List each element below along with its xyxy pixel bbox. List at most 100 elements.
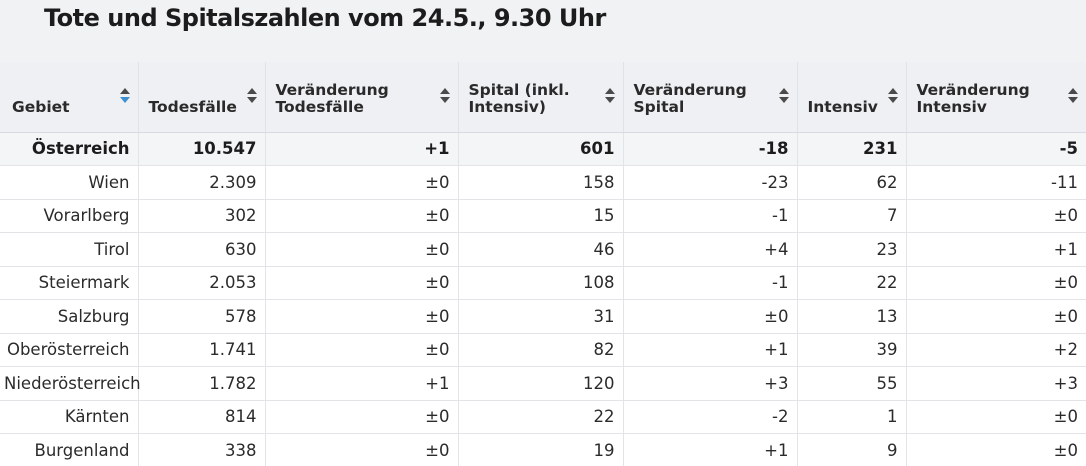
table-header-row: Gebiet Todesfälle Veränderung Todesfälle Sp… <box>0 62 1086 133</box>
cell-spital: 15 <box>457 199 623 233</box>
cell-veraenderung-todesfaelle: ±0 <box>264 299 458 334</box>
cell-veraenderung-intensiv: -5 <box>905 132 1086 166</box>
cell-veraenderung-todesfaelle: ±0 <box>264 165 458 200</box>
column-header-label: Veränderung Spital <box>633 80 747 116</box>
cell-todesfaelle: 338 <box>137 433 265 466</box>
cell-todesfaelle: 302 <box>137 199 265 233</box>
cell-veraenderung-intensiv: -11 <box>905 165 1086 200</box>
cell-intensiv: 13 <box>796 299 906 334</box>
data-table: Gebiet Todesfälle Veränderung Todesfälle Sp… <box>0 62 1086 466</box>
table-row: Burgenland 338 ±0 19 +1 9 ±0 <box>0 433 1086 466</box>
cell-veraenderung-spital: +1 <box>622 333 797 367</box>
cell-todesfaelle: 1.782 <box>137 366 265 401</box>
column-header-label: Todesfälle <box>148 97 237 116</box>
column-header-gebiet[interactable]: Gebiet <box>0 62 138 133</box>
cell-gebiet: Oberösterreich <box>0 333 138 367</box>
cell-intensiv: 23 <box>796 232 906 267</box>
cell-todesfaelle: 630 <box>137 232 265 267</box>
sort-icon[interactable] <box>246 88 257 106</box>
cell-veraenderung-spital: -23 <box>622 165 797 200</box>
cell-gebiet: Kärnten <box>0 400 138 434</box>
table-row: Kärnten 814 ±0 22 -2 1 ±0 <box>0 400 1086 434</box>
cell-veraenderung-intensiv: ±0 <box>905 400 1086 434</box>
cell-intensiv: 55 <box>796 366 906 401</box>
sort-icon[interactable] <box>1068 88 1078 106</box>
cell-veraenderung-intensiv: ±0 <box>905 199 1086 233</box>
cell-spital: 120 <box>457 366 623 401</box>
cell-veraenderung-todesfaelle: ±0 <box>264 433 458 466</box>
cell-gebiet: Burgenland <box>0 433 138 466</box>
column-header-label: Intensiv <box>807 97 878 116</box>
cell-veraenderung-spital: -1 <box>622 199 797 233</box>
cell-veraenderung-intensiv: ±0 <box>905 299 1086 334</box>
sort-icon[interactable] <box>604 88 615 106</box>
cell-veraenderung-spital: +4 <box>622 232 797 267</box>
table-row: Vorarlberg 302 ±0 15 -1 7 ±0 <box>0 199 1086 233</box>
cell-veraenderung-todesfaelle: +1 <box>264 132 458 166</box>
cell-veraenderung-todesfaelle: ±0 <box>264 232 458 267</box>
table-row: Niederösterreich 1.782 +1 120 +3 55 +3 <box>0 366 1086 401</box>
cell-veraenderung-todesfaelle: +1 <box>264 366 458 401</box>
cell-gebiet: Tirol <box>0 232 138 267</box>
cell-veraenderung-spital: ±0 <box>622 299 797 334</box>
column-header-veraenderung-todesfaelle[interactable]: Veränderung Todesfälle <box>264 62 458 133</box>
column-header-spital[interactable]: Spital (inkl. Intensiv) <box>457 62 623 133</box>
column-header-label: Veränderung Intensiv <box>916 80 1030 116</box>
column-header-veraenderung-spital[interactable]: Veränderung Spital <box>622 62 797 133</box>
cell-intensiv: 7 <box>796 199 906 233</box>
table-body: Österreich 10.547 +1 601 -18 231 -5 Wien 2.309 ±0… <box>0 132 1086 466</box>
cell-todesfaelle: 2.309 <box>137 165 265 200</box>
cell-intensiv: 231 <box>796 132 906 166</box>
sort-icon[interactable] <box>778 88 789 106</box>
cell-veraenderung-spital: -1 <box>622 266 797 300</box>
cell-spital: 46 <box>457 232 623 267</box>
column-header-label: Veränderung Todesfälle <box>275 80 389 116</box>
cell-todesfaelle: 814 <box>137 400 265 434</box>
cell-intensiv: 1 <box>796 400 906 434</box>
column-header-label: Spital (inkl. Intensiv) <box>468 80 570 116</box>
cell-veraenderung-todesfaelle: ±0 <box>264 400 458 434</box>
cell-veraenderung-intensiv: ±0 <box>905 266 1086 300</box>
cell-veraenderung-intensiv: +3 <box>905 366 1086 401</box>
cell-veraenderung-intensiv: ±0 <box>905 433 1086 466</box>
column-header-veraenderung-intensiv[interactable]: Veränderung Intensiv <box>905 62 1086 133</box>
cell-gebiet: Österreich <box>0 132 138 166</box>
data-table-container: Gebiet Todesfälle Veränderung Todesfälle Sp… <box>0 62 1086 466</box>
cell-intensiv: 9 <box>796 433 906 466</box>
column-header-todesfaelle[interactable]: Todesfälle <box>137 62 265 133</box>
table-row: Salzburg 578 ±0 31 ±0 13 ±0 <box>0 299 1086 334</box>
cell-spital: 158 <box>457 165 623 200</box>
cell-gebiet: Vorarlberg <box>0 199 138 233</box>
cell-intensiv: 39 <box>796 333 906 367</box>
column-header-intensiv[interactable]: Intensiv <box>796 62 906 133</box>
table-row: Wien 2.309 ±0 158 -23 62 -11 <box>0 165 1086 200</box>
sort-icon[interactable] <box>119 88 130 106</box>
cell-intensiv: 22 <box>796 266 906 300</box>
cell-veraenderung-spital: -18 <box>622 132 797 166</box>
cell-gebiet: Steiermark <box>0 266 138 300</box>
cell-spital: 82 <box>457 333 623 367</box>
cell-veraenderung-intensiv: +1 <box>905 232 1086 267</box>
sort-icon[interactable] <box>887 88 898 106</box>
table-row-total: Österreich 10.547 +1 601 -18 231 -5 <box>0 132 1086 166</box>
cell-gebiet: Niederösterreich <box>0 366 141 401</box>
cell-veraenderung-todesfaelle: ±0 <box>264 199 458 233</box>
cell-gebiet: Wien <box>0 165 138 200</box>
cell-veraenderung-spital: +1 <box>622 433 797 466</box>
cell-spital: 601 <box>457 132 623 166</box>
page-title: Tote und Spitalszahlen vom 24.5., 9.30 U… <box>44 4 606 32</box>
cell-veraenderung-todesfaelle: ±0 <box>264 266 458 300</box>
table-row: Tirol 630 ±0 46 +4 23 +1 <box>0 232 1086 267</box>
table-row: Oberösterreich 1.741 ±0 82 +1 39 +2 <box>0 333 1086 367</box>
cell-gebiet: Salzburg <box>0 299 138 334</box>
column-header-label: Gebiet <box>12 97 70 116</box>
cell-veraenderung-intensiv: +2 <box>905 333 1086 367</box>
cell-todesfaelle: 1.741 <box>137 333 265 367</box>
table-row: Steiermark 2.053 ±0 108 -1 22 ±0 <box>0 266 1086 300</box>
cell-veraenderung-spital: -2 <box>622 400 797 434</box>
cell-todesfaelle: 2.053 <box>137 266 265 300</box>
cell-veraenderung-todesfaelle: ±0 <box>264 333 458 367</box>
cell-veraenderung-spital: +3 <box>622 366 797 401</box>
sort-icon[interactable] <box>439 88 450 106</box>
cell-spital: 22 <box>457 400 623 434</box>
